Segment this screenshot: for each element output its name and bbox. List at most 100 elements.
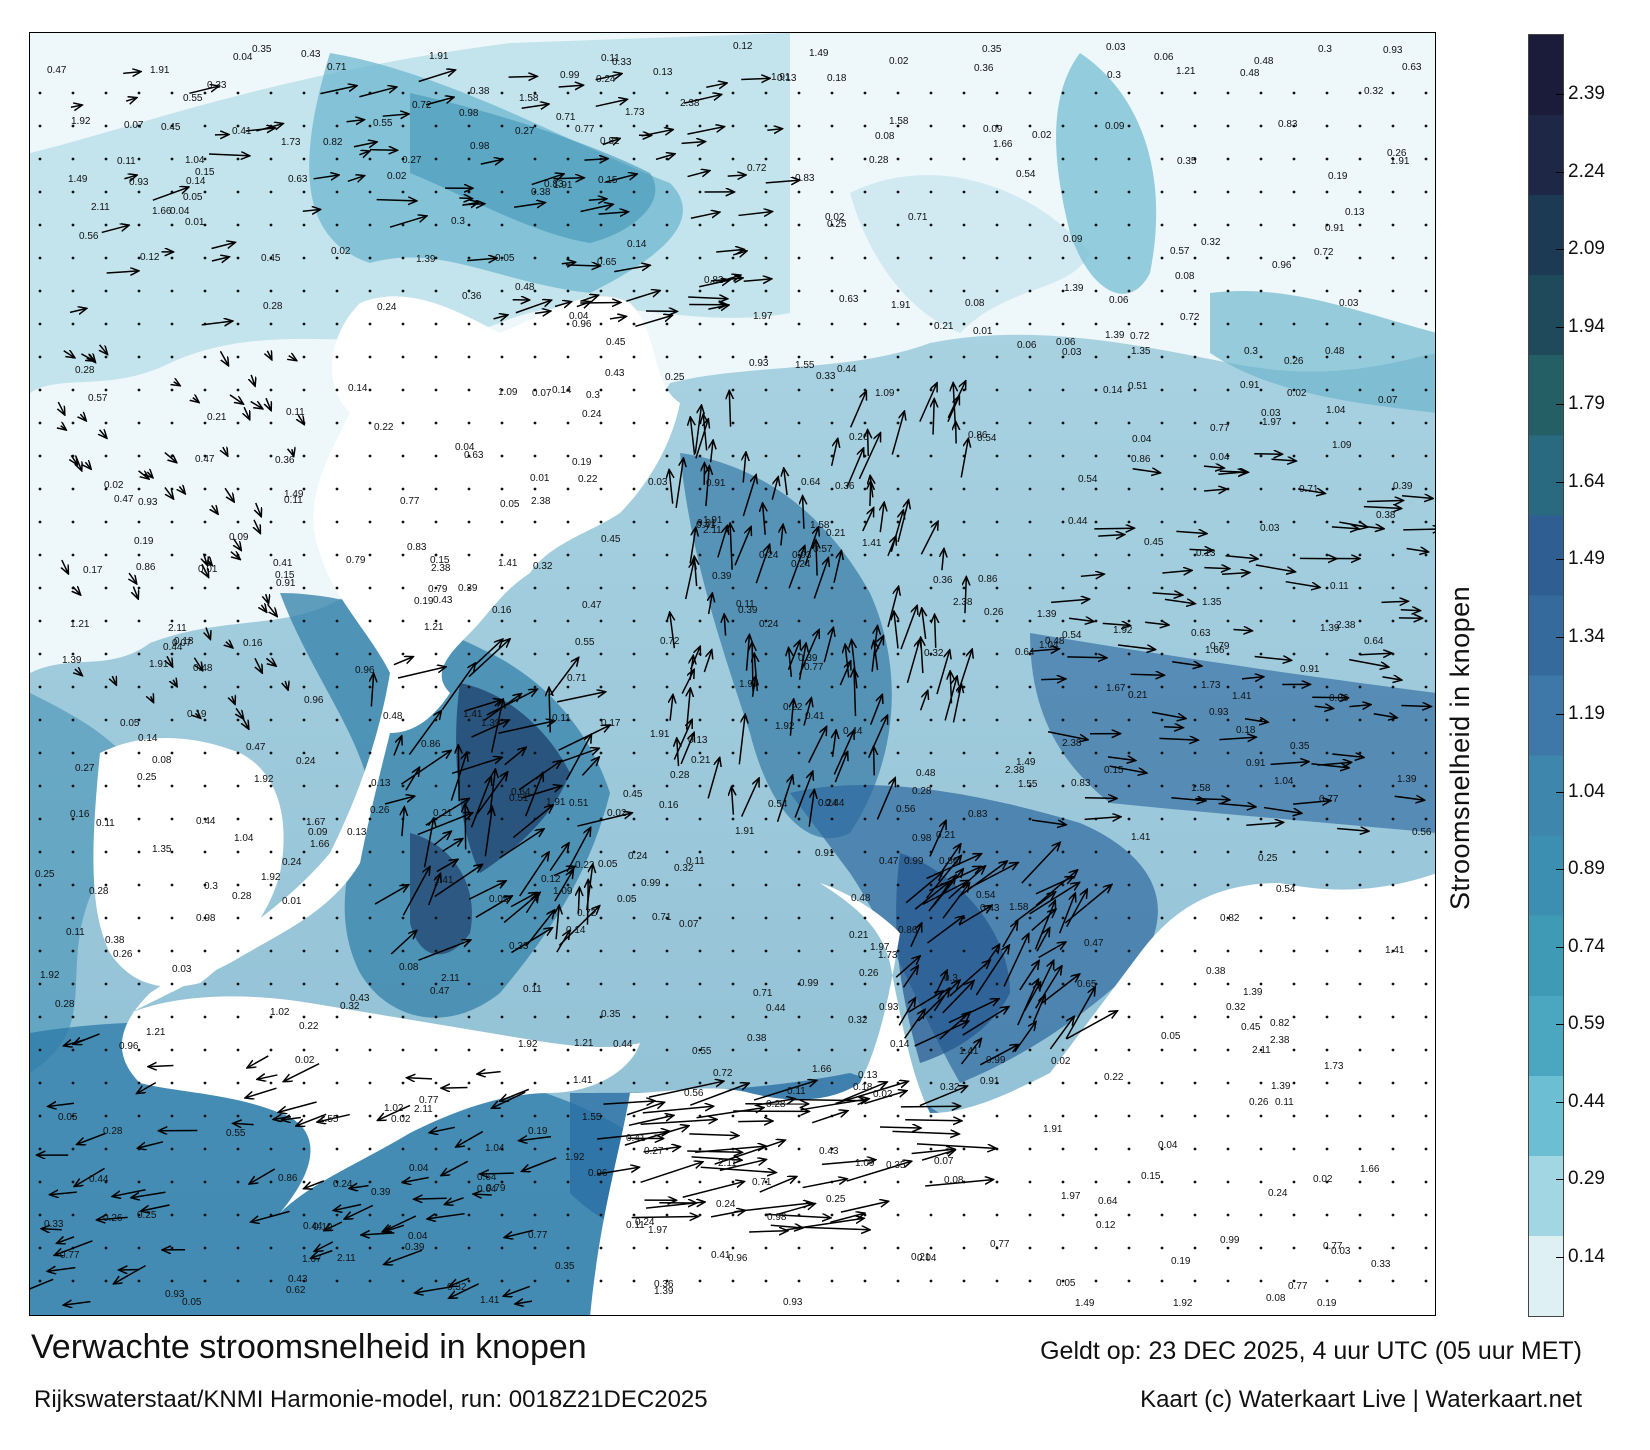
speed-label: 1.92 [1173,1298,1193,1309]
current-arrow [935,615,936,648]
grid-dot [533,1180,537,1184]
grid-dot [995,157,999,161]
grid-dot [863,1147,867,1151]
grid-dot [1259,1048,1263,1052]
grid-dot [203,487,207,491]
grid-dot [929,586,933,590]
current-arrow [1394,796,1424,800]
grid-dot [698,685,702,689]
grid-dot [1292,817,1296,821]
grid-dot [467,817,471,821]
grid-dot [1160,289,1164,293]
speed-label: 0.33 [1371,1259,1391,1270]
grid-dot [1259,124,1263,128]
speed-label: 0.16 [70,809,90,820]
current-arrow [706,83,726,87]
grid-dot [236,685,240,689]
grid-dot [1094,685,1098,689]
grid-dot [698,388,702,392]
grid-dot [467,124,471,128]
speed-label: 0.24 [282,857,302,868]
map-panel[interactable]: 1.41 0.19 0.47 1.66 0.35 0.93 0.18 0.54 1.92 0.09… [29,32,1436,1316]
grid-dot [929,949,933,953]
grid-dot [1028,256,1032,260]
speed-label: 0.38 [105,935,125,946]
grid-dot [302,91,306,95]
speed-label: 0.11 [787,1086,806,1097]
current-arrow [250,1168,276,1184]
grid-dot [1424,1048,1428,1052]
grid-dot [38,1147,42,1151]
grid-dot [599,1279,603,1283]
grid-dot [1391,586,1395,590]
grid-dot [896,751,900,755]
grid-dot [1127,1279,1131,1283]
grid-dot [236,586,240,590]
current-arrow [709,594,713,615]
current-arrow [753,677,756,697]
speed-label: 0.25 [827,219,847,230]
grid-dot [632,355,636,359]
grid-dot [797,784,801,788]
speed-label: 0.48 [1045,636,1065,647]
speed-label: 1.49 [809,48,829,59]
grid-dot [632,1180,636,1184]
speed-label: 0.27 [75,763,95,774]
grid-dot [764,751,768,755]
speed-label: 0.72 [412,100,432,111]
grid-dot [500,520,504,524]
grid-dot [38,1246,42,1250]
speed-label: 0.71 [652,912,672,923]
grid-dot [137,1213,141,1217]
grid-dot [137,322,141,326]
grid-dot [830,718,834,722]
current-arrow [1233,629,1251,630]
grid-dot [137,1114,141,1118]
speed-label: 0.25 [35,869,55,880]
grid-dot [1292,157,1296,161]
grid-dot [962,718,966,722]
grid-dot [1160,223,1164,227]
grid-dot [38,817,42,821]
speed-label: 0.43 [301,49,321,60]
speed-label: 0.36 [654,1279,674,1290]
grid-dot [797,1114,801,1118]
speed-label: 2.11 [337,1253,356,1264]
grid-dot [698,652,702,656]
grid-dot [1325,487,1329,491]
grid-dot [236,190,240,194]
current-arrow [846,449,863,488]
grid-dot [1358,322,1362,326]
current-arrow [417,813,472,836]
grid-dot [1160,1015,1164,1019]
grid-dot [1193,124,1197,128]
grid-dot [1358,124,1362,128]
grid-dot [137,190,141,194]
grid-dot [170,1114,174,1118]
grid-dot [1358,949,1362,953]
grid-dot [1094,1246,1098,1250]
grid-dot [137,388,141,392]
grid-dot [1061,256,1065,260]
speed-label: 1.21 [1176,66,1196,77]
grid-dot [1061,850,1065,854]
colorbar-tick-label: 1.49 [1568,548,1605,569]
current-arrow [689,1134,737,1136]
grid-dot [302,256,306,260]
speed-label: 1.21 [70,619,90,630]
grid-dot [566,784,570,788]
current-arrow [694,406,701,454]
grid-dot [929,487,933,491]
grid-dot [1193,586,1197,590]
colorbar [1528,34,1564,1317]
grid-dot [335,949,339,953]
speed-label: 0.24 [716,1199,736,1210]
current-arrow [89,354,95,362]
grid-dot [863,718,867,722]
current-arrow [1204,489,1226,491]
current-arrow [873,637,883,657]
current-arrow [345,1204,374,1218]
current-arrow [48,1268,76,1272]
grid-dot [929,388,933,392]
grid-dot [1226,1246,1230,1250]
